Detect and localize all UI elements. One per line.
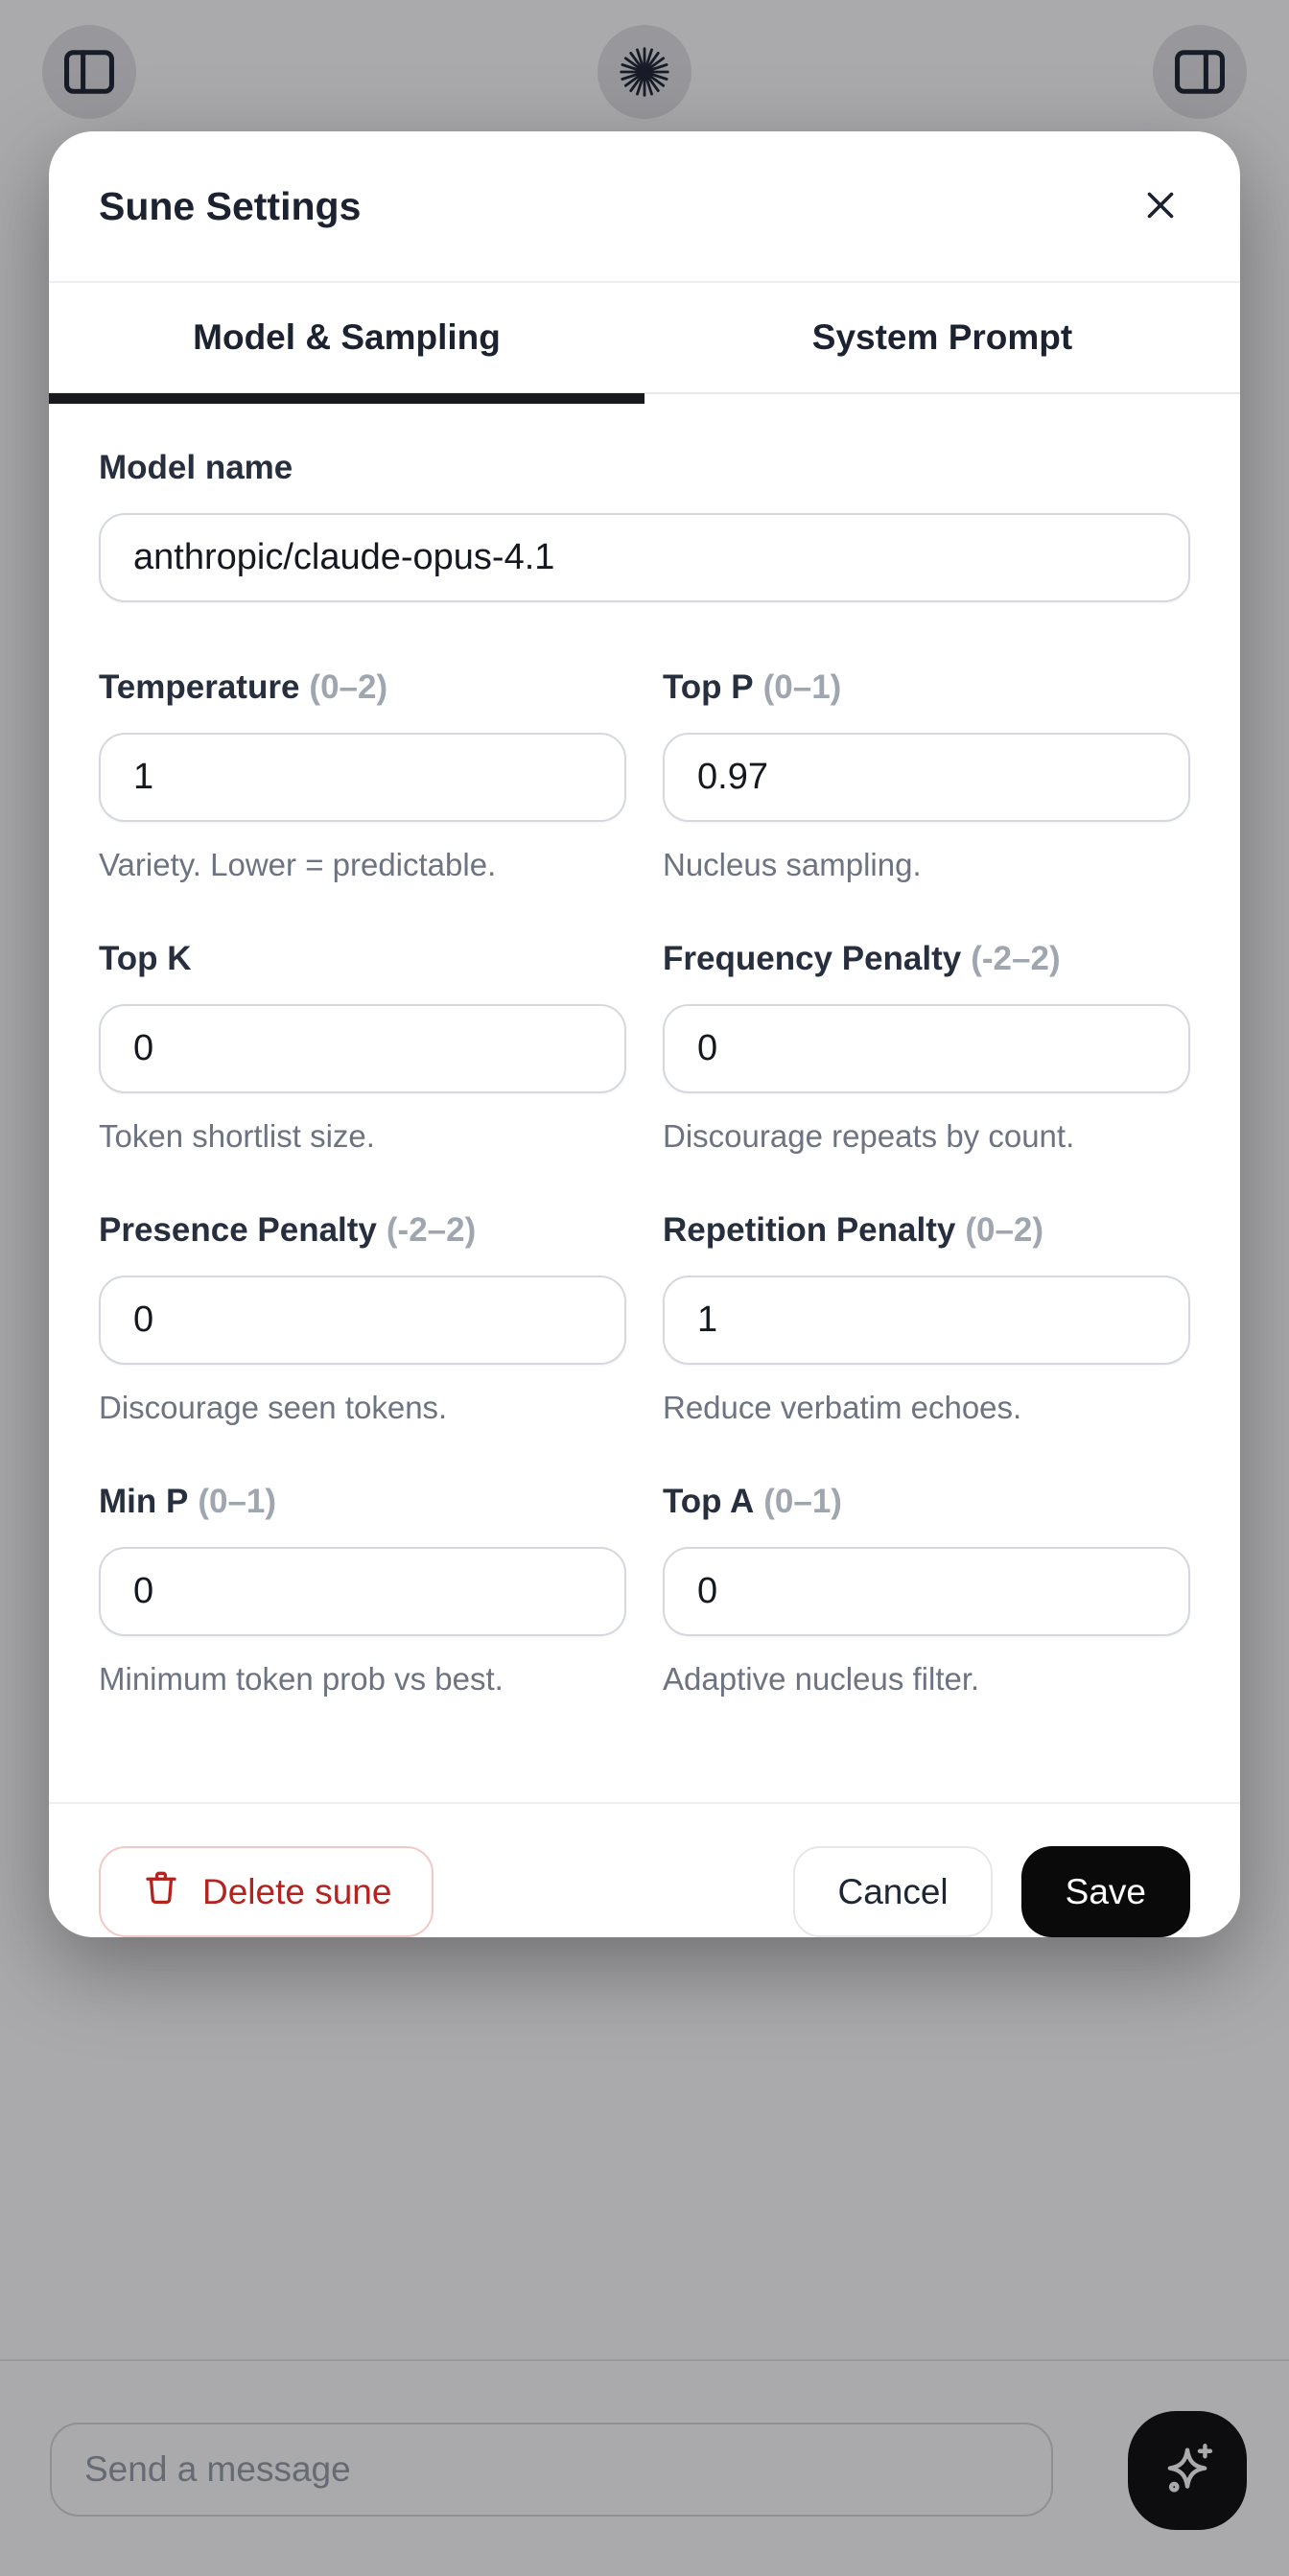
cancel-button[interactable]: Cancel (793, 1846, 993, 1937)
dialog-title: Sune Settings (99, 183, 362, 228)
sparkle-icon (1156, 2438, 1219, 2504)
sune-settings-dialog: Sune Settings Model & Sampling System Pr… (49, 131, 1240, 1937)
panel-right-icon (1169, 41, 1230, 103)
dialog-header: Sune Settings (49, 131, 1240, 283)
temperature-label: Temperature (0–2) (99, 668, 388, 706)
top-k-field: Top K Token shortlist size. (99, 939, 626, 1155)
top-p-field: Top P(0–1) Nucleus sampling. (663, 667, 1190, 883)
delete-sune-button[interactable]: Delete sune (99, 1846, 434, 1937)
send-message-input[interactable] (50, 2423, 1053, 2517)
model-name-input[interactable] (99, 513, 1190, 602)
min-p-label: Min P (0–1) (99, 1483, 277, 1520)
starburst-icon (615, 42, 674, 102)
close-button[interactable] (1131, 176, 1190, 238)
close-icon (1138, 183, 1183, 230)
frequency-penalty-input[interactable] (663, 1004, 1190, 1093)
repetition-penalty-input[interactable] (663, 1276, 1190, 1365)
top-p-range: (0–1) (762, 668, 842, 706)
dialog-body: Model name Temperature(0–2) Variety. Low… (49, 394, 1240, 1802)
frequency-penalty-label: Frequency Penalty (-2–2) (663, 940, 1061, 977)
top-k-input[interactable] (99, 1004, 626, 1093)
top-a-range: (0–1) (763, 1483, 842, 1520)
repetition-penalty-label: Repetition Penalty (0–2) (663, 1211, 1044, 1249)
starburst-button[interactable] (598, 25, 691, 119)
top-a-label: Top A (0–1) (663, 1483, 842, 1520)
frequency-penalty-helper: Discourage repeats by count. (663, 1118, 1075, 1154)
repetition-penalty-helper: Reduce verbatim echoes. (663, 1390, 1022, 1425)
delete-sune-label: Delete sune (202, 1871, 392, 1911)
presence-penalty-label: Presence Penalty (-2–2) (99, 1211, 477, 1249)
dialog-tabs: Model & Sampling System Prompt (49, 283, 1240, 404)
trash-icon (141, 1867, 181, 1916)
sampling-fields-grid: Temperature(0–2) Variety. Lower = predic… (99, 667, 1190, 1753)
tab-model-sampling[interactable]: Model & Sampling (49, 283, 644, 404)
temperature-field: Temperature(0–2) Variety. Lower = predic… (99, 667, 626, 883)
top-a-input[interactable] (663, 1547, 1190, 1636)
model-name-label: Model name (99, 449, 293, 486)
top-a-helper: Adaptive nucleus filter. (663, 1661, 980, 1697)
save-button[interactable]: Save (1020, 1846, 1190, 1937)
top-bar (0, 0, 1289, 144)
tab-system-prompt[interactable]: System Prompt (644, 283, 1240, 392)
panel-left-icon (59, 41, 120, 103)
top-a-field: Top A(0–1) Adaptive nucleus filter. (663, 1482, 1190, 1698)
min-p-field: Min P(0–1) Minimum token prob vs best. (99, 1482, 626, 1698)
presence-penalty-helper: Discourage seen tokens. (99, 1390, 448, 1425)
message-composer (0, 2359, 1289, 2576)
min-p-range: (0–1) (198, 1483, 277, 1520)
repetition-penalty-range: (0–2) (965, 1211, 1044, 1249)
top-p-label: Top P (0–1) (663, 668, 842, 706)
temperature-range: (0–2) (309, 668, 388, 706)
presence-penalty-range: (-2–2) (386, 1211, 477, 1249)
min-p-input[interactable] (99, 1547, 626, 1636)
top-k-helper: Token shortlist size. (99, 1118, 375, 1154)
toggle-left-panel-button[interactable] (42, 25, 136, 119)
temperature-input[interactable] (99, 733, 626, 822)
model-name-field: Model name (99, 448, 1190, 602)
top-p-helper: Nucleus sampling. (663, 847, 922, 882)
ai-action-button[interactable] (1128, 2411, 1247, 2530)
presence-penalty-field: Presence Penalty(-2–2) Discourage seen t… (99, 1210, 626, 1426)
repetition-penalty-field: Repetition Penalty(0–2) Reduce verbatim … (663, 1210, 1190, 1426)
presence-penalty-input[interactable] (99, 1276, 626, 1365)
toggle-right-panel-button[interactable] (1153, 25, 1247, 119)
min-p-helper: Minimum token prob vs best. (99, 1661, 504, 1697)
top-k-label: Top K (99, 940, 192, 977)
frequency-penalty-range: (-2–2) (971, 940, 1061, 977)
temperature-helper: Variety. Lower = predictable. (99, 847, 497, 882)
dialog-footer: Delete sune Cancel Save (49, 1802, 1240, 1937)
frequency-penalty-field: Frequency Penalty(-2–2) Discourage repea… (663, 939, 1190, 1155)
top-p-input[interactable] (663, 733, 1190, 822)
